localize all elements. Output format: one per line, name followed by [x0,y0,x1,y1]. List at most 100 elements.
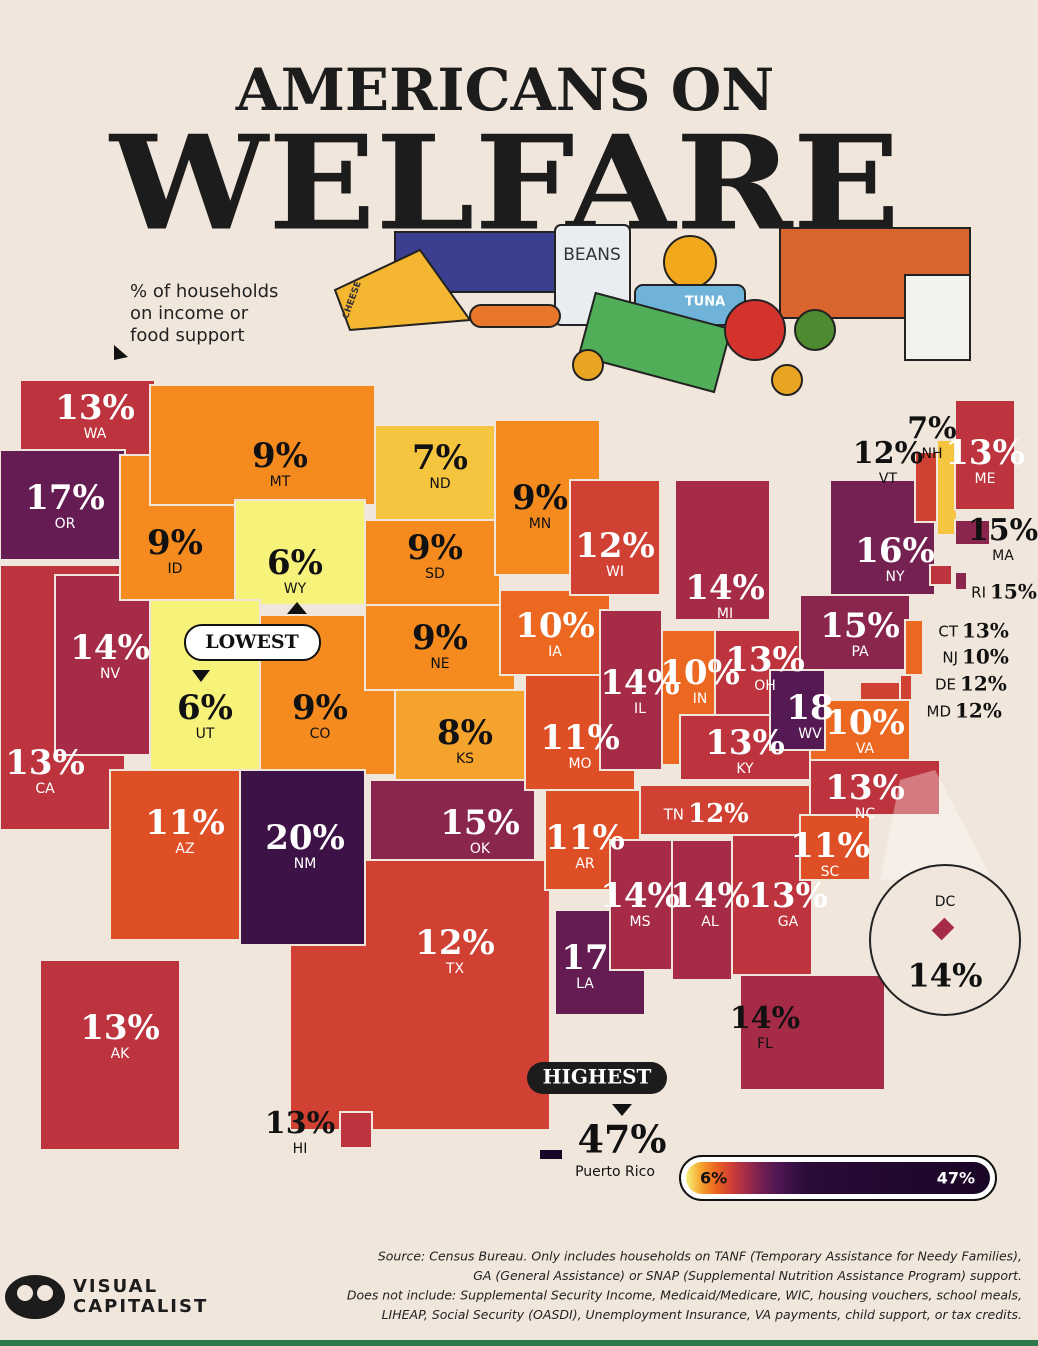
state-code: MI [717,606,733,622]
state-value: 12% [955,699,1002,723]
food-illustration [333,224,971,396]
state-value: 11% [790,826,870,866]
state-code: MS [630,914,651,930]
state-code: ND [429,476,450,492]
highest-pill [527,1062,667,1094]
state-code: KS [456,751,474,767]
state-value: 15% [820,606,900,646]
state-value: 11% [545,818,625,858]
state [239,769,366,946]
subtitle: food support [130,325,245,346]
state [19,379,156,456]
pointer [287,602,307,614]
state-code: NJ [942,649,958,667]
state [109,769,241,941]
state-value: 9% [292,688,348,728]
state-code: WI [606,564,624,580]
tomato [724,299,786,361]
state-code: ID [168,561,183,577]
state-value: 10% [962,645,1009,669]
source-note: GA (General Assistance) or SNAP (Supplem… [473,1268,1022,1283]
dc-value: 14% [908,957,983,995]
coin [572,349,604,381]
state-value: 12% [853,436,923,471]
brand-name: VISUAL [73,1276,158,1297]
state [54,574,161,756]
state-value: 13% [55,388,135,428]
state-value: 10% [515,606,595,646]
state-value: 12% [688,799,749,829]
state-code: MT [270,474,291,490]
state-value: 17% [25,478,105,518]
state-code: WY [284,581,307,597]
state-value: 14% [600,876,680,916]
map-labels: 12%TX13%CA13%WA17%OR14%NV9%ID9%MT6%WY6%U… [5,388,1038,1201]
state [954,399,1016,511]
state [899,674,913,701]
state-value: 8% [437,713,493,753]
state [394,689,541,781]
state-code: OR [55,516,76,532]
source-note: LIHEAP, Social Security (OASDI), Unemplo… [382,1307,1022,1322]
state [739,974,886,1091]
state-value: 20% [265,818,345,858]
tuna-label: TUNA [685,295,725,310]
state-code: AZ [175,841,194,857]
state-value: 12% [575,526,655,566]
state [599,609,663,771]
state-code: IL [634,701,646,717]
state-code: GA [778,914,799,930]
state [859,681,906,701]
state [39,959,181,1151]
brand-name: CAPITALIST [73,1296,208,1317]
state-value: 10% [825,703,905,743]
state-value: 9% [412,618,468,658]
state-value: 15% [440,803,520,843]
brand-logo [5,1275,65,1319]
state-code: NC [855,806,875,822]
state-code: UT [196,726,215,742]
state [674,479,771,621]
state [569,479,661,596]
state-value: 7% [412,438,468,478]
state-code: NH [922,446,943,462]
state-code: WV [798,726,822,742]
state [364,519,501,606]
highest-label: HIGHEST [543,1065,652,1089]
carrot [469,304,561,328]
state-code: NY [885,569,904,585]
state-value: 9% [407,528,463,568]
state-code: CA [35,781,55,797]
state-value: 12% [960,672,1007,696]
state [149,384,376,506]
state-value: 13% [5,743,85,783]
state-code: OH [754,678,776,694]
state-code: WA [84,426,107,442]
pointer [612,1104,632,1116]
state-code: LA [576,976,594,992]
state-value: 14% [730,1001,800,1036]
legend-scale [686,1162,990,1194]
state [809,699,911,761]
state-value: 13% [265,1106,335,1141]
legend-max: 47% [937,1169,975,1188]
state-value: 18 [786,688,833,728]
state-code: MN [529,516,552,532]
state-code: DE [935,676,956,694]
milk-carton [904,274,971,361]
state-code: TX [445,961,465,977]
state-code: SD [425,566,445,582]
beans-label: BEANS [563,245,621,265]
state-code: NM [294,856,317,872]
state-value: 13% [945,433,1025,473]
state-code: HI [293,1141,308,1157]
state-value: 9% [512,478,568,518]
brand-logo [17,1285,33,1301]
source-note: Does not include: Supplemental Security … [347,1288,1022,1303]
state-code: AK [111,1046,131,1062]
state-code: OK [470,841,491,857]
state [809,759,941,816]
state [954,571,968,591]
subtitle: % of households [130,281,278,302]
